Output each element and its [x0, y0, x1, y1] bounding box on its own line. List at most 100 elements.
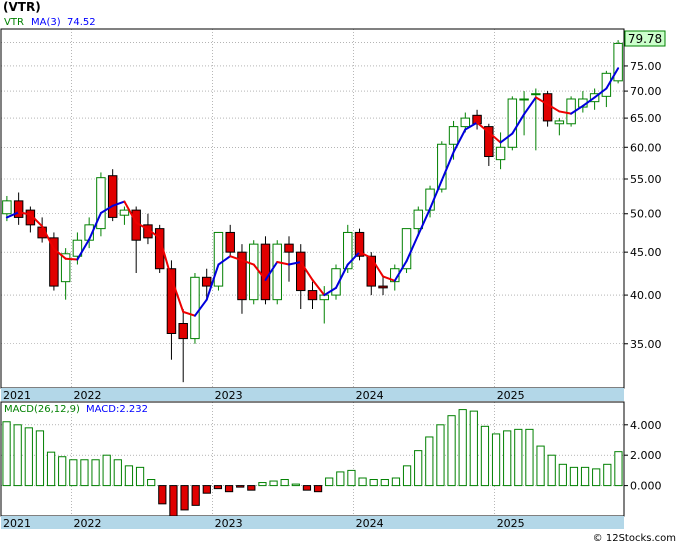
macd-x-axis: 2021 2022 2023 2024 2025	[3, 517, 525, 530]
ma-segment	[464, 121, 479, 131]
ma-segment	[5, 211, 20, 219]
ma-segment	[158, 236, 173, 280]
ma-segment	[440, 151, 455, 182]
macd-bar	[46, 451, 56, 487]
macd-bar	[280, 479, 289, 487]
candle-body	[154, 228, 165, 270]
macd-year-band	[1, 516, 624, 529]
macd-bar	[447, 415, 456, 487]
macd-legend-value: MACD:2.232	[86, 404, 148, 415]
candle-body	[237, 251, 247, 301]
ma-segment	[558, 110, 573, 115]
macd-y-tick-label: 4.000	[630, 419, 662, 432]
ma-segment	[146, 228, 161, 239]
ma-segment	[581, 96, 596, 107]
ma-segment	[135, 221, 149, 231]
candle-body	[613, 42, 623, 82]
price-x-tick-label: 2024	[356, 389, 384, 402]
ma-segment	[252, 263, 267, 281]
macd-bar	[302, 485, 312, 491]
candle-body	[307, 290, 318, 301]
macd-x-tick-label: 2022	[74, 517, 102, 530]
price-grid	[1, 29, 624, 388]
candle-body	[296, 251, 306, 292]
macd-bar	[2, 421, 11, 487]
macd-bar	[536, 445, 545, 487]
ma-segment	[511, 113, 526, 135]
macd-bar	[514, 428, 523, 487]
macd-bar	[13, 424, 22, 487]
candle-body	[49, 237, 59, 287]
ma-segment	[29, 213, 44, 228]
ma-segment	[546, 103, 561, 113]
candle-body	[437, 143, 447, 190]
ma-segment	[76, 238, 91, 261]
macd-bar	[614, 451, 623, 487]
footer-credit: © 12Stocks.com	[593, 533, 676, 544]
candle-body	[507, 98, 518, 148]
macd-bar	[247, 485, 256, 491]
ma-segment	[370, 256, 385, 278]
ma-segment	[217, 255, 232, 266]
ma-segment	[476, 121, 490, 134]
candle-body	[519, 98, 529, 101]
price-y-tick-label: 60.00	[630, 141, 662, 154]
candle-body	[484, 126, 494, 158]
macd-bar	[391, 477, 401, 487]
ma-segment	[393, 260, 408, 282]
ma-segment	[111, 200, 126, 207]
macd-bar	[102, 454, 111, 487]
macd-bar	[147, 479, 156, 487]
ma-segment	[276, 261, 290, 266]
macd-bar	[35, 430, 45, 487]
candle-body	[413, 209, 424, 230]
candle-body	[213, 231, 224, 287]
price-y-tick-label: 35.00	[630, 338, 662, 351]
ma-segment	[570, 104, 584, 115]
macd-bar	[269, 480, 278, 487]
macd-bar	[113, 459, 122, 487]
price-y-tick-label: 50.00	[630, 208, 662, 221]
ma-segment	[323, 286, 338, 297]
macd-legend-label: MACD(26,12,9)	[4, 404, 80, 415]
ma-segment	[229, 255, 243, 262]
candle-body	[119, 209, 130, 216]
candle-body	[260, 243, 271, 301]
ma-segment	[346, 251, 361, 266]
ma-segment	[240, 259, 255, 266]
chart-symbol: (VTR)	[3, 0, 41, 14]
ma-segment	[311, 278, 326, 297]
candle-body	[542, 93, 553, 122]
candle-body	[201, 276, 212, 287]
candle-body	[166, 268, 177, 334]
macd-bar	[358, 477, 367, 487]
candle-body	[107, 175, 118, 218]
macd-x-tick-label: 2023	[215, 517, 243, 530]
ma-segment	[264, 261, 279, 281]
ma-segment	[487, 131, 502, 144]
macd-x-tick-label: 2021	[3, 517, 31, 530]
ma-segment	[88, 212, 102, 241]
ma-segment	[593, 87, 608, 99]
candle-body	[460, 117, 471, 128]
candle-body	[331, 268, 341, 296]
candle-body	[366, 255, 377, 287]
macd-bar	[313, 485, 323, 493]
ma-segment	[534, 96, 549, 106]
ma-segment	[499, 132, 514, 144]
candle-body	[401, 228, 412, 270]
macd-y-axis: 0.000 2.000 4.000	[624, 419, 662, 493]
last-price-box	[624, 30, 666, 47]
candle-body	[448, 126, 459, 145]
macd-bar	[24, 427, 33, 487]
legend-ma-value: 74.52	[67, 17, 96, 28]
candle-body	[272, 243, 282, 301]
macd-bar	[180, 485, 189, 511]
macd-bar	[91, 459, 100, 487]
candle-body	[60, 253, 71, 283]
price-x-tick-label: 2021	[3, 389, 31, 402]
ma-segment	[382, 275, 396, 282]
ma-segment	[17, 211, 32, 216]
candle-body	[554, 120, 565, 125]
